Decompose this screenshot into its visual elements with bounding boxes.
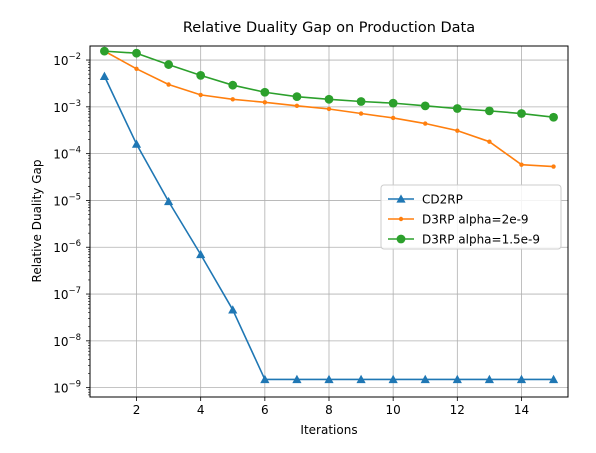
data-point [517, 109, 526, 118]
y-tick-label: 10−3 [53, 99, 81, 115]
legend-entry: CD2RP [388, 193, 463, 207]
legend: CD2RP D3RP alpha=2e-9 D3RP alpha=1.5e-9 [380, 184, 562, 250]
data-point [326, 106, 332, 112]
series-1 [99, 71, 559, 384]
data-point [423, 121, 428, 126]
data-point [164, 60, 173, 69]
data-point [99, 71, 110, 80]
legend-label: D3RP alpha=1.5e-9 [422, 233, 540, 247]
data-point [324, 374, 334, 384]
data-point [294, 103, 300, 109]
data-point [390, 115, 396, 121]
x-tick-label: 10 [386, 403, 401, 417]
data-point [292, 92, 302, 102]
y-tick-label: 10−5 [53, 192, 81, 208]
data-point [549, 112, 558, 122]
data-point [487, 139, 492, 144]
y-axis-label: Relative Duality Gap [30, 160, 44, 283]
data-point [198, 92, 203, 98]
x-tick-label: 12 [450, 403, 465, 417]
y-tick-label: 10−9 [53, 380, 81, 396]
data-point [196, 249, 206, 259]
data-point [398, 216, 404, 222]
data-point [262, 100, 268, 105]
series-2 [102, 48, 556, 169]
data-point [260, 374, 270, 384]
data-point [452, 374, 462, 384]
data-point [166, 82, 171, 87]
data-point [134, 66, 139, 71]
data-point [356, 374, 366, 384]
x-tick-label: 8 [325, 403, 333, 417]
data-point [420, 374, 430, 384]
y-tick-label: 10−2 [53, 52, 81, 68]
x-tick-label: 4 [197, 403, 205, 417]
y-tick-label: 10−8 [53, 333, 81, 349]
y-tick-label: 10−6 [53, 239, 81, 255]
data-point [452, 104, 462, 113]
data-point [388, 374, 398, 384]
data-point [420, 101, 430, 111]
y-tick-label: 10−4 [53, 146, 81, 162]
data-point [228, 80, 238, 90]
legend-entry: D3RP alpha=2e-9 [388, 213, 529, 227]
data-point [548, 374, 559, 384]
data-point [455, 128, 460, 133]
x-axis-label: Iterations [300, 423, 357, 437]
data-point [358, 111, 364, 116]
data-point [131, 139, 142, 148]
chart-title: Relative Duality Gap on Production Data [183, 20, 475, 36]
data-point [356, 97, 366, 106]
data-point [132, 48, 141, 58]
data-point [551, 164, 556, 169]
y-tick-label: 10−7 [53, 286, 81, 302]
data-point [324, 94, 334, 104]
data-point [230, 97, 235, 102]
data-point [484, 374, 495, 384]
data-point [388, 98, 398, 108]
data-point [516, 374, 527, 384]
legend-label: D3RP alpha=2e-9 [422, 213, 529, 227]
x-tick-label: 6 [261, 403, 269, 417]
data-point [196, 70, 206, 80]
data-point [100, 46, 109, 56]
legend-label: CD2RP [422, 193, 463, 207]
data-point [292, 374, 302, 384]
data-point [519, 162, 524, 167]
series-3 [100, 46, 558, 122]
legend-box [380, 184, 562, 250]
legend-entry: D3RP alpha=1.5e-9 [388, 233, 540, 247]
series-layer [99, 46, 559, 384]
data-point [396, 234, 406, 244]
data-point [485, 106, 494, 116]
data-point [163, 196, 174, 206]
data-point [260, 87, 270, 97]
data-point [228, 305, 238, 314]
ticks: 2 4 6 8 10 12 14 10−9 10−8 10−7 10−6 10−5 10−4 10−3 10… [53, 52, 529, 417]
data-point [396, 194, 406, 203]
x-tick-label: 2 [133, 403, 141, 417]
x-tick-label: 14 [514, 403, 529, 417]
